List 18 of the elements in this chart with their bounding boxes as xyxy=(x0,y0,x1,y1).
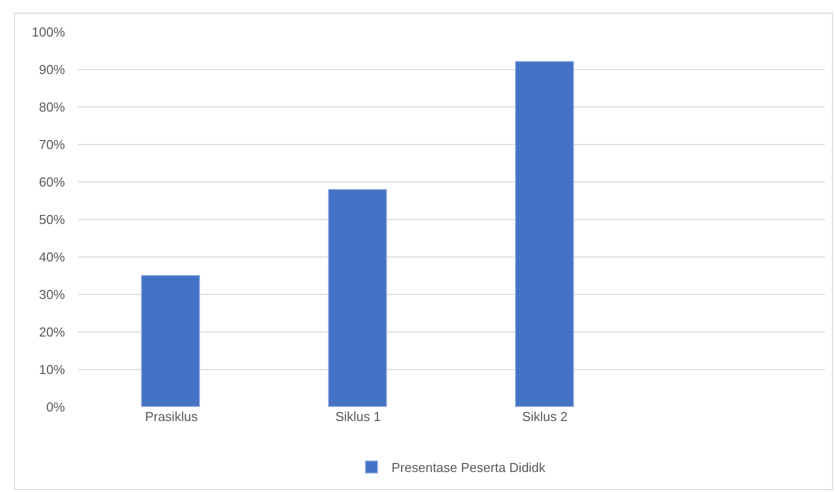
x-tick-label: Siklus 2 xyxy=(522,409,568,424)
y-tick-label: 30% xyxy=(38,287,66,302)
y-tick-label: 60% xyxy=(38,174,66,190)
bar xyxy=(515,61,574,407)
x-tick-label: Siklus 1 xyxy=(335,409,381,424)
y-tick-label: 0% xyxy=(46,400,66,415)
y-tick-label: 80% xyxy=(38,100,66,115)
x-tick-label: Prasiklus xyxy=(145,409,198,424)
y-tick-label: 10% xyxy=(38,362,66,378)
y-tick-label: 70% xyxy=(38,137,66,152)
y-tick-label: 40% xyxy=(38,250,66,265)
bar xyxy=(328,189,387,407)
y-tick-label: 20% xyxy=(38,324,66,340)
y-tick-label: 50% xyxy=(38,212,66,228)
y-tick-label: 100% xyxy=(32,24,66,40)
y-tick-label: 90% xyxy=(38,62,66,78)
bar xyxy=(141,275,200,407)
legend-label: Presentase Peserta Dididk xyxy=(392,460,546,476)
